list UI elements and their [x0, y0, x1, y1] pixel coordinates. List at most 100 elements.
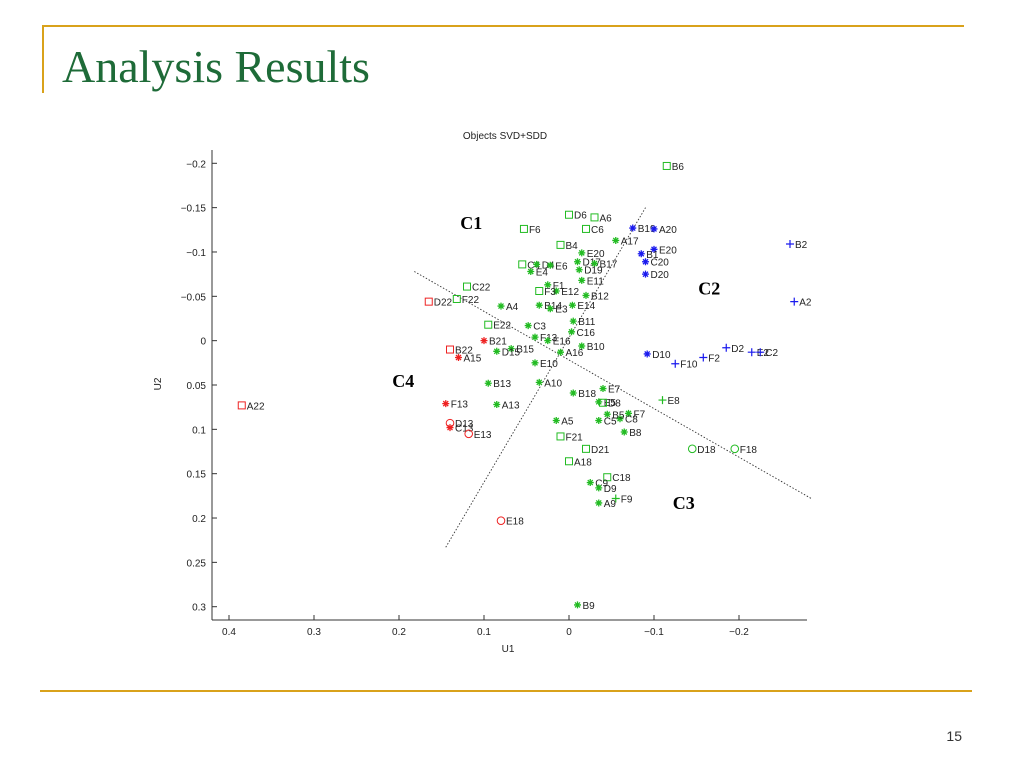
data-point-c20: C20	[642, 258, 669, 269]
star-marker	[552, 287, 560, 295]
data-point-e4: E4	[527, 267, 548, 278]
point-label: D9	[604, 484, 617, 495]
square-marker	[662, 161, 671, 170]
data-point-a17: A17	[612, 236, 639, 247]
star-marker	[582, 291, 590, 299]
data-point-e20: E20	[650, 245, 677, 256]
star-marker	[629, 224, 637, 232]
point-label: E7	[608, 385, 621, 396]
point-label: E14	[577, 301, 595, 312]
top-accent-line	[42, 25, 964, 27]
star-marker	[446, 424, 454, 432]
point-label: B12	[591, 291, 609, 302]
data-point-d15: D15	[493, 347, 521, 358]
star-marker	[578, 249, 586, 257]
star-marker	[595, 484, 603, 492]
data-point-a9: A9	[595, 499, 616, 510]
star-marker	[546, 261, 554, 269]
plus-marker	[786, 240, 794, 248]
plus-marker	[747, 348, 756, 357]
star-marker	[493, 347, 501, 355]
point-label: B21	[489, 337, 507, 348]
point-label: E5	[604, 398, 617, 409]
data-point-c2: C2	[756, 348, 778, 359]
cluster-label-c4: C4	[392, 371, 414, 391]
y-tick-label: 0.15	[187, 470, 207, 481]
data-point-a2: A2	[790, 298, 812, 309]
bottom-accent-line	[40, 690, 972, 692]
point-label: F22	[462, 295, 480, 306]
square-marker	[599, 398, 607, 407]
point-label: F21	[566, 432, 584, 443]
point-label: C20	[651, 258, 670, 269]
point-label: E20	[659, 245, 677, 256]
data-point-e8: E8	[658, 396, 680, 407]
point-label: C18	[612, 473, 631, 484]
point-label: D8	[608, 399, 621, 410]
star-marker	[616, 415, 624, 423]
data-point-b21: B21	[480, 337, 507, 348]
data-point-b17: B17	[591, 260, 618, 271]
star-marker	[643, 350, 651, 358]
point-label: F3	[544, 287, 556, 298]
data-point-c6: C6	[582, 224, 604, 236]
square-marker	[518, 260, 527, 269]
point-label: F10	[680, 360, 698, 371]
star-marker	[552, 416, 560, 424]
point-label: E3	[555, 305, 568, 316]
point-label: D20	[651, 270, 670, 281]
point-label: C16	[577, 328, 596, 339]
data-point-c8: C8	[616, 415, 638, 426]
data-point-e16: E16	[544, 337, 571, 348]
cluster-boundary-line	[414, 271, 812, 499]
y-tick-label: −0.2	[186, 159, 206, 170]
plus-marker	[671, 359, 680, 368]
cluster-label-c3: C3	[673, 493, 695, 513]
star-marker	[574, 601, 581, 609]
x-axis-label: U1	[502, 644, 515, 655]
point-label: D22	[434, 298, 453, 309]
point-label: B14	[544, 301, 562, 312]
data-point-e10: E10	[531, 359, 558, 370]
point-label: A20	[659, 225, 677, 236]
point-label: B5	[612, 410, 625, 421]
data-point-b9: B9	[574, 601, 595, 612]
star-marker	[535, 301, 543, 309]
point-label: B10	[587, 342, 605, 353]
star-marker	[527, 267, 535, 275]
data-point-f7: F7	[625, 409, 646, 420]
point-label: B18	[578, 389, 596, 400]
point-label: B22	[455, 346, 473, 357]
star-marker	[535, 378, 543, 386]
star-marker	[586, 479, 594, 487]
slide-title: Analysis Results	[62, 41, 370, 92]
square-marker	[237, 401, 246, 410]
point-label: E4	[536, 267, 549, 278]
point-label: E2	[757, 348, 770, 359]
data-point-f21: F21	[556, 432, 584, 443]
point-label: E22	[493, 321, 511, 332]
data-point-a10: A10	[535, 378, 562, 389]
point-label: A6	[600, 213, 613, 224]
star-marker	[599, 385, 607, 393]
page-number: 15	[946, 728, 962, 744]
point-label: E16	[553, 337, 571, 348]
square-marker	[603, 473, 612, 482]
data-point-c16: C16	[568, 328, 595, 339]
data-point-f18: F18	[730, 444, 757, 456]
data-point-d19: D19	[575, 266, 603, 277]
star-marker	[625, 409, 632, 417]
y-tick-label: −0.1	[186, 248, 206, 259]
y-axis-label: U2	[153, 377, 164, 390]
cluster-label-c2: C2	[698, 279, 720, 299]
star-marker	[569, 389, 577, 397]
point-label: D18	[697, 445, 716, 456]
star-marker	[575, 266, 583, 274]
point-label: B9	[583, 601, 596, 612]
point-label: A18	[574, 457, 592, 468]
x-tick-label: 0.2	[392, 627, 406, 638]
data-point-e13: E13	[464, 429, 492, 441]
data-point-b18: B18	[569, 389, 596, 400]
plus-marker	[699, 353, 708, 362]
star-marker	[544, 281, 552, 289]
